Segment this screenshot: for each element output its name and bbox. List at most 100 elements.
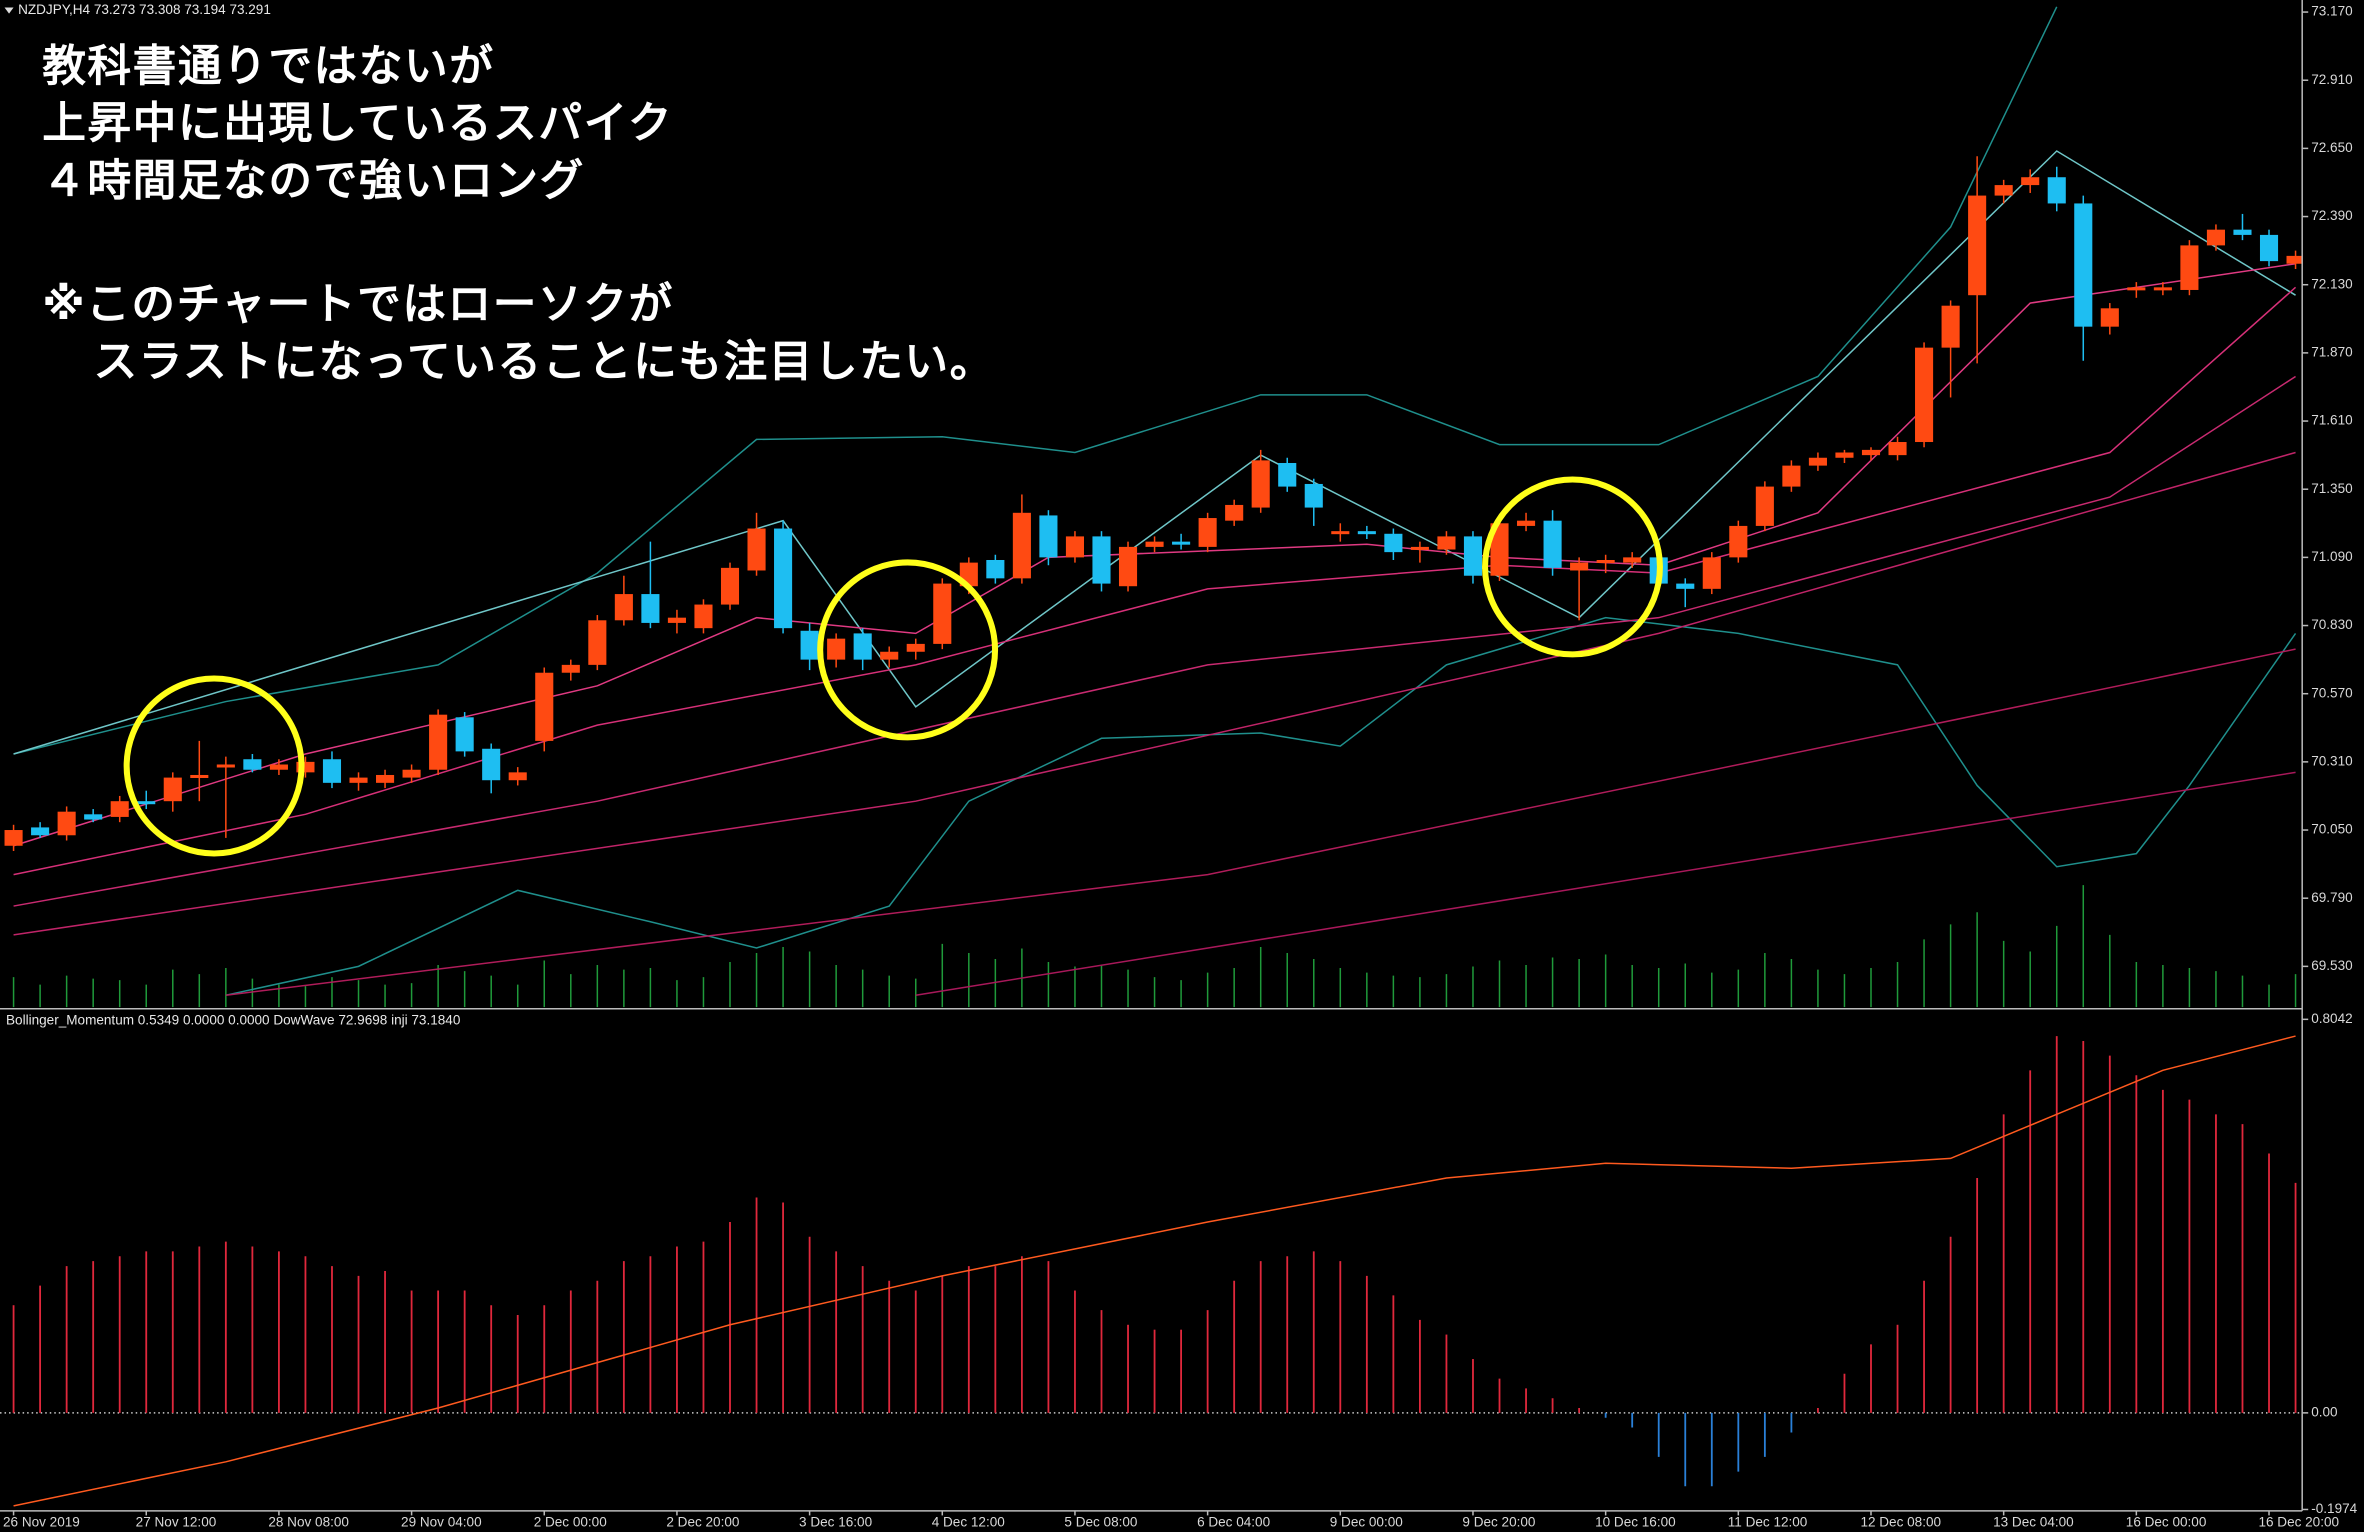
candle-body (1092, 536, 1111, 584)
candle-body (1888, 442, 1907, 456)
candle-body (1225, 504, 1244, 521)
candle-body (269, 764, 288, 770)
candle-body (349, 777, 368, 783)
candle-body (933, 583, 952, 644)
x-tick-label: 4 Dec 12:00 (932, 1515, 1005, 1530)
y-tick-label: 69.530 (2311, 958, 2352, 973)
candle-body (190, 774, 209, 778)
candle-body (1410, 546, 1429, 550)
candle-body (1118, 546, 1138, 587)
y-tick-label: 69.790 (2311, 890, 2352, 905)
x-tick-label: 6 Dec 04:00 (1197, 1515, 1270, 1530)
x-tick-label: 16 Dec 20:00 (2258, 1515, 2339, 1530)
candle-body (853, 633, 872, 660)
candle-body (1570, 562, 1589, 571)
x-tick-label: 11 Dec 12:00 (1728, 1515, 1808, 1530)
candle-body (1676, 583, 1695, 589)
y-tick-label: 0.8042 (2311, 1011, 2352, 1026)
candle-body (508, 772, 527, 781)
annotation-text: 教科書通りではないが (42, 42, 494, 91)
indicator-line (225, 648, 2296, 996)
y-tick-label: 70.570 (2311, 685, 2352, 700)
candle-body (137, 801, 156, 805)
candle-body (1729, 525, 1748, 558)
menu-arrow (4, 7, 14, 14)
x-tick-label: 12 Dec 08:00 (1860, 1515, 1941, 1530)
y-tick-label: 71.870 (2311, 344, 2352, 359)
candle-body (1463, 536, 1483, 576)
candle-body (1331, 531, 1350, 535)
candle-body (2259, 234, 2279, 262)
indicator-line (225, 616, 2297, 996)
x-tick-label: 10 Dec 16:00 (1595, 1515, 1676, 1530)
candle-body (1755, 486, 1774, 526)
candle-body (1384, 533, 1403, 553)
candle-body (1065, 536, 1085, 558)
x-tick-label: 5 Dec 08:00 (1064, 1515, 1137, 1530)
y-tick-label: 71.610 (2311, 413, 2352, 428)
candle-body (1915, 347, 1934, 443)
candle-body (1304, 483, 1323, 508)
y-tick-label: 0.00 (2311, 1404, 2337, 1419)
candle-body (2074, 203, 2093, 327)
y-tick-label: -0.1974 (2311, 1501, 2357, 1516)
y-tick-label: 72.390 (2311, 208, 2352, 223)
indicator-line (13, 375, 2296, 907)
candle-body (694, 604, 713, 629)
candle-body (614, 594, 633, 621)
candle-body (2100, 308, 2119, 327)
x-tick-label: 9 Dec 20:00 (1462, 1515, 1535, 1530)
candle-body (1596, 559, 1615, 564)
highlight-circle (123, 675, 305, 857)
candle-body (1941, 305, 1960, 348)
candle-body (163, 777, 182, 802)
candle-body (84, 814, 103, 820)
candle-body (1357, 531, 1376, 535)
x-tick-label: 2 Dec 00:00 (534, 1515, 607, 1530)
indicator-panel (0, 1035, 2303, 1507)
candle-body (561, 664, 580, 673)
highlight-circle (817, 559, 999, 741)
price-header: NZDJPY,H4 73.273 73.308 73.194 73.291 (18, 2, 271, 17)
candle-body (1808, 457, 1827, 466)
candle-body (720, 567, 740, 605)
indicator-line (13, 451, 2296, 936)
candle-body (31, 827, 50, 836)
candle-body (2180, 245, 2199, 290)
candle-body (216, 764, 235, 768)
candle-body (906, 643, 925, 652)
candle-body (296, 761, 315, 773)
y-tick-label: 70.830 (2311, 617, 2352, 632)
candle-body (2127, 287, 2146, 291)
axes: 73.170 72.910 72.650 72.390 72.130 71.870 71.6… (3, 4, 2358, 1530)
candle-body (880, 651, 899, 660)
candle-body (535, 672, 554, 741)
candle-body (1623, 557, 1642, 563)
indicator-line (915, 771, 2296, 996)
candle-body (1145, 541, 1164, 547)
candle-body (1861, 449, 1881, 456)
candle-body (588, 620, 607, 665)
y-tick-label: 72.650 (2311, 140, 2352, 155)
annotation-text: スラストになっていることにも注目したい。 (93, 337, 994, 386)
candle-body (322, 759, 342, 783)
candle-body (376, 774, 395, 783)
candle-body (1198, 518, 1217, 547)
candle-body (1968, 195, 1987, 296)
candle-body (1490, 523, 1509, 576)
indicator-line (13, 286, 2297, 876)
y-tick-label: 72.910 (2311, 72, 2352, 87)
x-tick-label: 2 Dec 20:00 (666, 1515, 739, 1530)
x-tick-label: 16 Dec 00:00 (2126, 1515, 2207, 1530)
candle-body (2233, 229, 2252, 235)
candle-body (2021, 177, 2040, 186)
candle-body (641, 594, 660, 623)
y-tick-label: 70.050 (2311, 822, 2352, 837)
trend-line (13, 1035, 2296, 1507)
candle-body (110, 801, 129, 817)
y-tick-label: 72.130 (2311, 276, 2352, 291)
price-panel (4, 6, 2303, 1008)
